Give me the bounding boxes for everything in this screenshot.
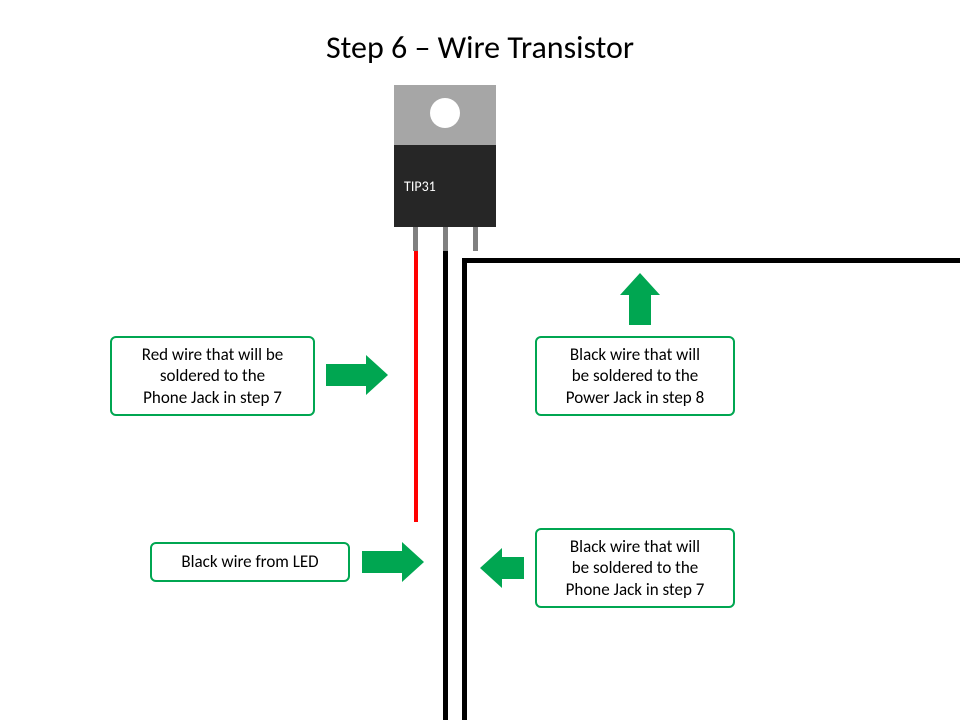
arrow-to-led-wire [362,542,424,582]
callout-line: soldered to the [142,365,283,386]
black-wire-phone-jack-vertical [462,263,467,720]
callout-line: Phone Jack in step 7 [142,387,283,408]
black-wire-power-jack-horizontal [462,258,960,263]
callout-black-wire-led: Black wire from LED [150,542,350,582]
arrow-to-red-wire [326,355,388,395]
callout-line: be soldered to the [566,557,705,578]
diagram-title: Step 6 – Wire Transistor [0,28,960,67]
transistor-pin-3 [473,227,478,251]
callout-line: Black wire that will [566,536,705,557]
callout-line: Black wire from LED [181,551,318,572]
callout-line: Phone Jack in step 7 [566,579,705,600]
transistor-pin-2 [443,227,448,251]
callout-black-wire-power: Black wire that will be soldered to the … [535,336,735,416]
callout-black-wire-phone: Black wire that will be soldered to the … [535,528,735,608]
callout-red-wire: Red wire that will be soldered to the Ph… [110,336,315,416]
transistor-label: TIP31 [404,178,436,195]
red-wire-phone-jack [414,251,418,522]
arrow-to-power-wire [620,273,660,325]
callout-line: be soldered to the [566,365,704,386]
title-text: Step 6 – Wire Transistor [326,28,634,67]
arrow-to-phone-wire [480,548,524,588]
callout-line: Power Jack in step 8 [566,387,704,408]
transistor-pin-1 [413,227,418,251]
transistor-mounting-hole [430,98,460,128]
black-wire-led [443,251,448,720]
transistor-body: TIP31 [394,145,496,227]
callout-line: Black wire that will [566,344,704,365]
callout-line: Red wire that will be [142,344,283,365]
